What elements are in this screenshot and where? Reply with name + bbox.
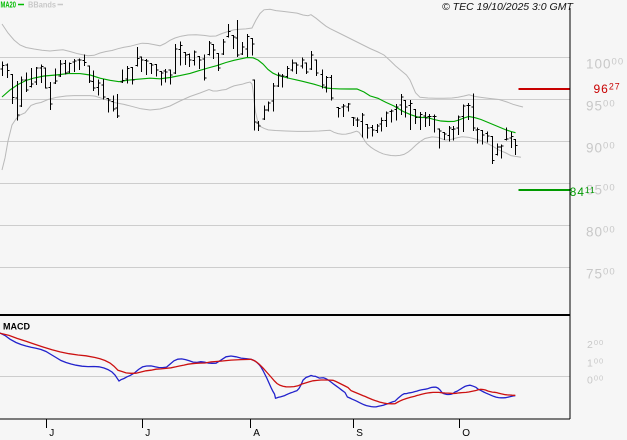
svg-text:A: A xyxy=(253,428,260,439)
svg-text:© TEC 19/10/2025 3:0 GMT: © TEC 19/10/2025 3:0 GMT xyxy=(442,1,574,13)
svg-text:O: O xyxy=(462,428,470,439)
svg-text:J: J xyxy=(49,428,54,439)
svg-text:S: S xyxy=(356,428,363,439)
svg-text:MA20: MA20 xyxy=(1,0,17,10)
svg-text:MACD: MACD xyxy=(3,322,30,332)
svg-text:J: J xyxy=(145,428,150,439)
svg-text:BBands: BBands xyxy=(28,0,56,10)
